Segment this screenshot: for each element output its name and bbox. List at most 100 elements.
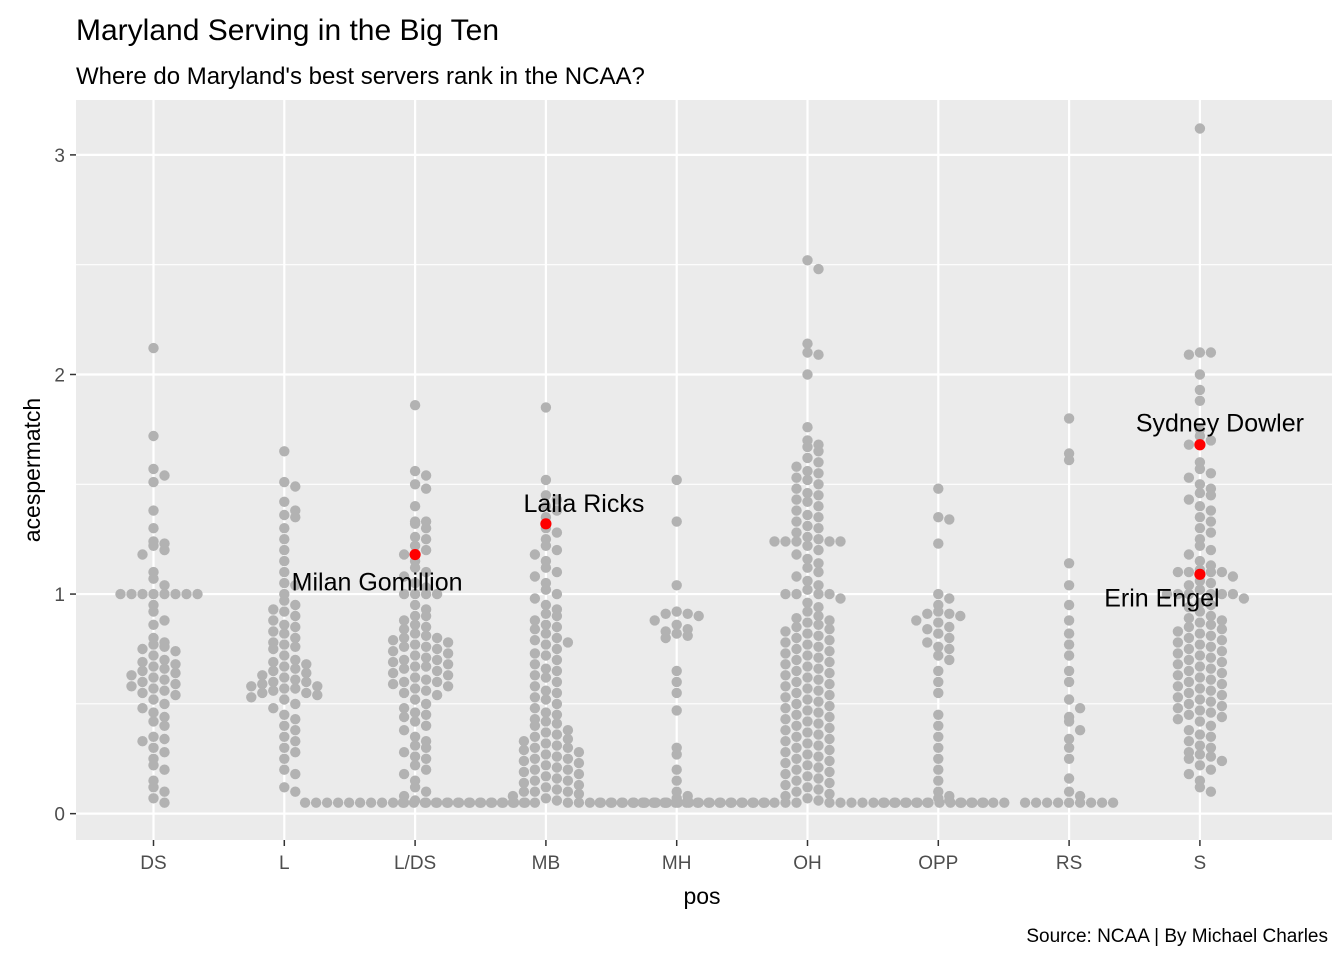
data-point [159,698,170,710]
data-point [431,654,443,666]
data-point [791,516,802,527]
data-point [824,711,835,723]
data-point [1063,676,1075,688]
data-point [409,577,421,589]
data-point [540,540,552,551]
data-point [551,687,563,699]
data-point [813,751,824,762]
data-point [692,797,703,808]
data-point [540,685,552,696]
data-point [791,786,802,797]
data-point [485,797,497,808]
data-point [257,670,268,681]
data-point [463,797,475,808]
data-point [1194,650,1206,661]
data-point [562,786,574,797]
data-point [518,797,530,808]
data-point [671,665,682,677]
data-point [137,588,148,600]
data-point [312,689,323,701]
data-point [573,788,585,800]
data-point [1172,714,1184,725]
data-point [290,768,301,780]
data-point [1183,566,1195,578]
data-point [246,692,257,703]
data-point [137,703,148,714]
data-point [551,643,563,655]
data-point [813,457,824,468]
data-point [922,624,933,635]
data-point [813,685,824,696]
data-point [824,744,835,756]
data-point [1183,654,1195,666]
data-point [573,779,585,791]
data-point [148,782,159,793]
data-point [933,775,944,786]
data-point [1194,555,1206,567]
data-point [933,764,944,775]
data-point [791,549,802,560]
data-point [813,523,824,534]
data-point [148,619,159,630]
data-point [420,652,432,663]
data-point [824,733,835,745]
data-point [420,698,432,710]
data-point [802,597,813,608]
data-point [1194,463,1206,475]
data-point [671,474,682,486]
data-point [813,762,824,773]
data-point [159,544,170,556]
data-point [1096,797,1108,808]
data-point [279,694,290,705]
data-point [1063,650,1075,661]
data-point [671,775,682,786]
data-point [540,663,552,674]
data-point [670,797,681,808]
data-point [1172,648,1184,659]
data-point [551,751,563,762]
data-point [791,742,802,753]
data-point [824,678,835,690]
data-point [398,663,410,674]
data-point [977,797,988,808]
data-point [301,659,312,670]
data-point [159,663,170,674]
data-point [1063,786,1075,797]
data-point [802,760,813,771]
data-point [802,255,813,266]
data-point [802,584,813,595]
data-point [1183,580,1195,591]
data-point [802,452,813,464]
data-point [170,588,181,600]
data-point [813,773,824,784]
data-point [409,731,421,742]
data-point [551,527,563,538]
data-point [529,624,541,635]
data-point [791,731,802,742]
data-point [802,575,813,587]
data-point [115,588,126,600]
data-point [137,736,148,747]
data-point [933,720,944,731]
data-point [824,635,835,646]
data-point [1041,797,1053,808]
data-point [1205,490,1217,501]
data-point [714,797,725,808]
data-point [573,747,585,758]
data-point [1194,760,1206,771]
data-point [813,630,824,641]
data-point [944,795,955,806]
data-point [671,749,682,760]
data-point [540,608,552,619]
data-point [420,630,432,641]
data-point [279,496,290,507]
data-point [802,509,813,521]
data-point [268,703,279,714]
data-point [529,786,541,797]
data-point [693,610,704,622]
data-point [1183,621,1195,633]
data-point [1205,751,1217,762]
data-point [420,544,432,556]
data-point [933,628,944,639]
highlight-label: Milan Gomillion [292,569,463,597]
